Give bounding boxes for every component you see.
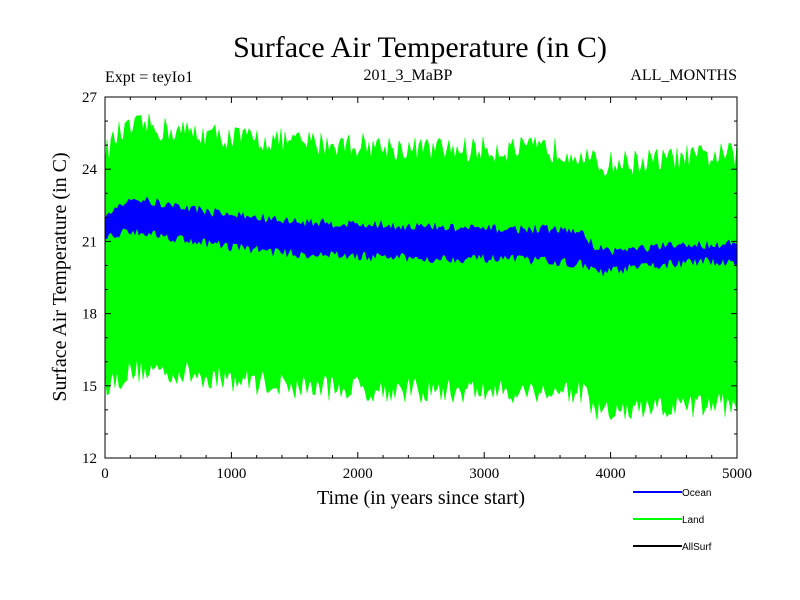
plot-area bbox=[104, 113, 738, 421]
y-tick-label: 21 bbox=[82, 234, 97, 250]
x-tick-label: 2000 bbox=[343, 466, 373, 482]
legend: Ocean Land AllSurf bbox=[633, 488, 712, 553]
y-tick-label: 15 bbox=[82, 379, 97, 395]
axes: 0 1000 2000 3000 4000 5000 12 15 18 21 24 27 bbox=[82, 90, 752, 482]
x-tick-label: 1000 bbox=[216, 466, 246, 482]
chart-title: Surface Air Temperature (in C) bbox=[233, 31, 607, 64]
y-tick-label: 18 bbox=[82, 307, 97, 323]
months-label: ALL_MONTHS bbox=[630, 67, 737, 84]
x-tick-label: 0 bbox=[101, 466, 109, 482]
x-tick-label: 3000 bbox=[469, 466, 499, 482]
legend-label-ocean: Ocean bbox=[682, 488, 711, 499]
x-tick-label: 5000 bbox=[722, 466, 752, 482]
y-axis-label: Surface Air Temperature (in C) bbox=[49, 152, 71, 401]
x-axis-label: Time (in years since start) bbox=[317, 487, 525, 509]
plot-frame bbox=[104, 96, 738, 459]
y-tick-label: 27 bbox=[82, 90, 98, 106]
legend-label-land: Land bbox=[682, 515, 704, 526]
experiment-label: Expt = teyIo1 bbox=[105, 69, 193, 86]
y-tick-label: 12 bbox=[82, 451, 97, 467]
x-tick-label: 4000 bbox=[596, 466, 626, 482]
period-label: 201_3_MaBP bbox=[364, 67, 453, 84]
series-land-band bbox=[104, 113, 738, 421]
legend-label-allsurf: AllSurf bbox=[682, 542, 712, 553]
y-tick-label: 24 bbox=[82, 162, 98, 178]
